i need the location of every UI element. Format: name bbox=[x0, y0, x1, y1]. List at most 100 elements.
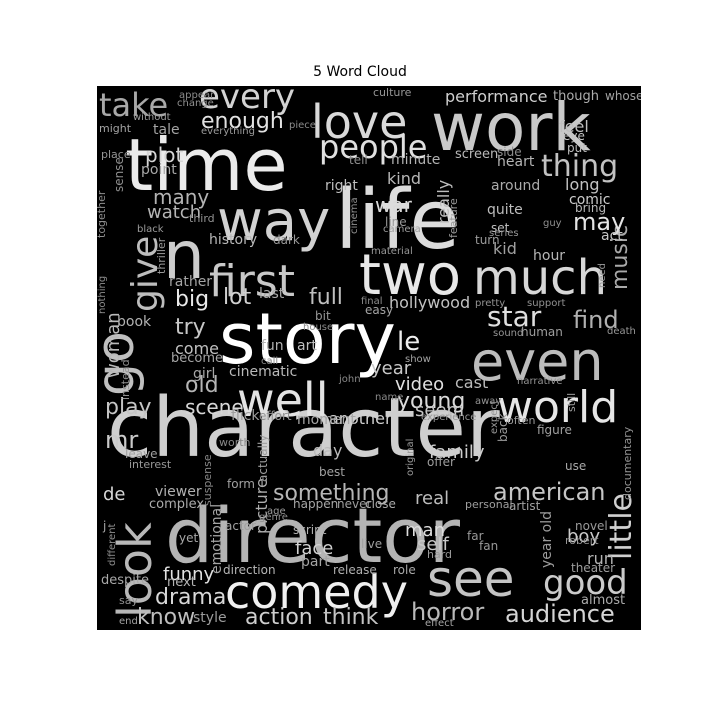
word-live: live bbox=[361, 537, 382, 551]
word-away: away bbox=[475, 396, 501, 407]
word-time: time bbox=[125, 123, 288, 207]
chart-title: 5 Word Cloud bbox=[313, 64, 407, 80]
word-long: long bbox=[565, 175, 600, 194]
word-form: form bbox=[227, 477, 255, 491]
word-seem: seem bbox=[415, 400, 464, 421]
word-quite: quite bbox=[487, 202, 523, 218]
word-action: action bbox=[245, 605, 313, 630]
word-lot: lot bbox=[223, 285, 252, 310]
word-find: find bbox=[573, 306, 619, 334]
word-year-old: year old bbox=[539, 511, 555, 568]
word-year: year bbox=[371, 358, 412, 379]
word-may: may bbox=[573, 208, 625, 236]
word-never: never bbox=[337, 497, 371, 511]
word-try: try bbox=[175, 315, 206, 340]
word-pretty: pretty bbox=[475, 298, 505, 309]
word-camera: camera bbox=[383, 224, 421, 235]
word-mr: mr bbox=[105, 426, 138, 454]
word-easy: easy bbox=[365, 303, 393, 317]
word-feature: feature bbox=[447, 198, 460, 238]
word-nothing: nothing bbox=[97, 276, 108, 314]
word-moment: moment bbox=[297, 412, 356, 428]
word-horror: horror bbox=[411, 598, 484, 626]
word-le: le bbox=[397, 327, 420, 357]
word-might: might bbox=[99, 122, 132, 135]
word-guy: guy bbox=[543, 218, 562, 229]
word-j: j bbox=[102, 519, 106, 533]
word-final: final bbox=[361, 296, 383, 307]
word-run: run bbox=[587, 549, 614, 568]
word-know: know bbox=[137, 605, 195, 630]
word-change: change bbox=[177, 98, 214, 109]
word-war: war bbox=[375, 193, 413, 217]
word-world: world bbox=[497, 382, 618, 433]
word-style: style bbox=[193, 610, 227, 626]
word-around: around bbox=[491, 178, 540, 194]
word-much: much bbox=[473, 250, 607, 306]
word-put: put bbox=[567, 141, 587, 155]
word-direction: direction bbox=[223, 563, 276, 577]
word-american: american bbox=[493, 478, 606, 506]
word-line: line bbox=[385, 215, 407, 229]
word-sense: sense bbox=[112, 157, 126, 192]
word-name: name bbox=[375, 392, 403, 403]
word-video: video bbox=[395, 374, 444, 395]
word-series: series bbox=[489, 228, 519, 239]
word-cloud-canvas: character director story life time work way two… bbox=[97, 86, 641, 630]
word-happen: happen bbox=[293, 497, 338, 511]
word-expect: expect bbox=[489, 400, 500, 434]
word-well: well bbox=[237, 373, 328, 427]
word-interest: interest bbox=[129, 458, 172, 471]
word-star: star bbox=[487, 300, 542, 333]
word-life: life bbox=[335, 173, 460, 268]
word-piece: piece bbox=[289, 120, 316, 131]
word-minute: minute bbox=[391, 152, 440, 168]
word-woman: woman bbox=[103, 312, 124, 378]
word-de: de bbox=[103, 484, 126, 505]
word-back: back bbox=[496, 413, 510, 442]
word-john: john bbox=[338, 374, 361, 385]
word-another: another bbox=[329, 409, 392, 428]
word-best: best bbox=[319, 465, 345, 479]
word-often: often bbox=[507, 414, 535, 427]
word-script: script bbox=[293, 523, 327, 537]
word-culture: culture bbox=[373, 86, 412, 99]
word-everything: everything bbox=[201, 126, 255, 137]
word-material: material bbox=[371, 246, 413, 257]
word-whose: whose bbox=[605, 89, 641, 103]
word-girl: girl bbox=[193, 366, 215, 382]
word-turn: turn bbox=[475, 233, 500, 247]
word-right: right bbox=[325, 178, 358, 194]
word-cloud-svg: character director story life time work waytwo… bbox=[97, 86, 641, 630]
word-face: face bbox=[295, 538, 333, 559]
word-effort: effort bbox=[259, 409, 292, 423]
word-old: old bbox=[185, 373, 219, 398]
word-role: role bbox=[393, 563, 416, 577]
word-last: last bbox=[259, 286, 285, 302]
word-hard: hard bbox=[427, 548, 452, 561]
word-need: need bbox=[597, 263, 608, 288]
word-flick: flick bbox=[231, 408, 260, 424]
word-suspense: suspense bbox=[201, 454, 214, 506]
word-tale: tale bbox=[153, 122, 180, 138]
word-genre: genre bbox=[259, 512, 288, 523]
word-see: see bbox=[427, 550, 515, 608]
word-call: call bbox=[261, 356, 278, 367]
word-theater: theater bbox=[571, 561, 615, 575]
word-book: book bbox=[117, 314, 152, 330]
word-first: first bbox=[209, 256, 295, 307]
word-set: set bbox=[491, 221, 510, 235]
word-director: director bbox=[165, 491, 461, 580]
word-day: day bbox=[313, 441, 342, 460]
word-rather: rather bbox=[169, 274, 212, 290]
word-many: many bbox=[153, 185, 209, 209]
word-story: story bbox=[219, 298, 396, 380]
word-instead: instead bbox=[119, 359, 132, 400]
word-viewer: viewer bbox=[155, 484, 202, 500]
word-become: become bbox=[171, 351, 223, 366]
word-heart: heart bbox=[497, 154, 535, 170]
word-something: something bbox=[273, 481, 389, 506]
word-documentary: documentary bbox=[621, 426, 634, 500]
word-experience: experience bbox=[421, 412, 476, 423]
word-play: play bbox=[105, 395, 152, 420]
